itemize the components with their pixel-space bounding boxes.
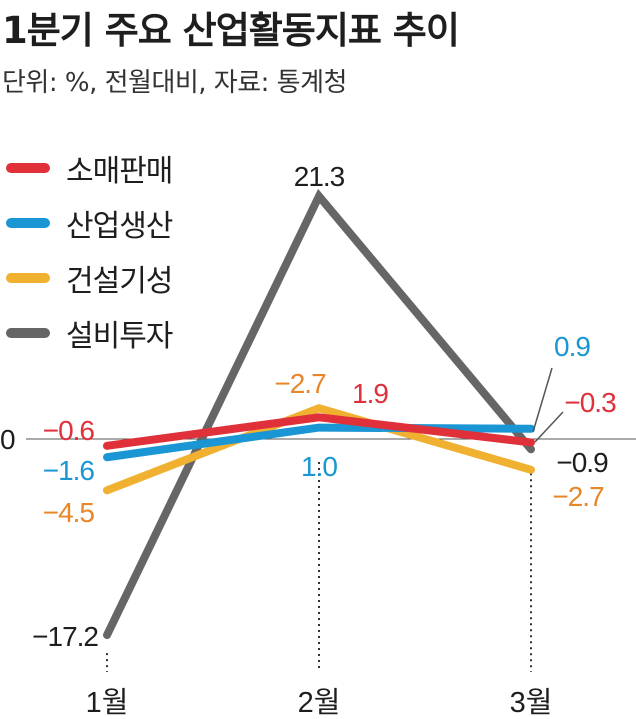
data-label-retail-2: 1.9: [352, 378, 388, 409]
data-label-investment-1: −17.2: [32, 621, 98, 652]
legend-label-investment: 설비투자: [66, 318, 173, 354]
leader-line-retail: [534, 411, 564, 443]
legend-label-production: 산업생산: [66, 208, 173, 244]
zero-tick-label: 0: [0, 424, 16, 455]
legend-label-retail: 소매판매: [66, 153, 173, 189]
x-tick-label-2: 2월: [298, 686, 341, 719]
legend-item-construction: 건설기성: [6, 250, 173, 305]
legend-item-investment: 설비투자: [6, 305, 173, 360]
legend-label-construction: 건설기성: [66, 263, 173, 299]
data-label-production-1: −1.6: [43, 455, 95, 486]
series-line-investment: [103, 188, 535, 640]
series-line-retail: [103, 413, 535, 450]
data-label-investment-3: −0.9: [556, 447, 608, 478]
leader-line-production: [532, 367, 553, 433]
data-label-retail-3: −0.3: [564, 387, 616, 418]
legend-swatch-investment: [6, 327, 50, 338]
series-line-production: [103, 423, 535, 462]
data-label-construction-1: −4.5: [43, 497, 95, 528]
legend-swatch-retail: [6, 162, 50, 173]
legend-swatch-construction: [6, 272, 50, 283]
x-tick-label-1: 1월: [86, 686, 129, 719]
legend-item-production: 산업생산: [6, 195, 173, 250]
chart-subtitle: 단위: %, 전월대비, 자료: 통계청: [2, 68, 347, 98]
data-label-construction-3: −2.7: [552, 481, 604, 512]
series-line-construction: [103, 404, 535, 495]
data-label-retail-1: −0.6: [43, 415, 95, 446]
legend-item-retail: 소매판매: [6, 140, 173, 195]
data-label-construction-2: −2.7: [274, 368, 326, 399]
legend-swatch-production: [6, 217, 50, 228]
legend: 소매판매 산업생산 건설기성 설비투자: [6, 140, 173, 360]
data-label-production-3: 0.9: [554, 331, 590, 362]
data-label-production-2: 1.0: [301, 451, 337, 482]
x-tick-label-3: 3월: [510, 686, 553, 719]
chart-title: 1분기 주요 산업활동지표 추이: [2, 9, 460, 52]
data-label-investment-2: 21.3: [294, 161, 345, 192]
